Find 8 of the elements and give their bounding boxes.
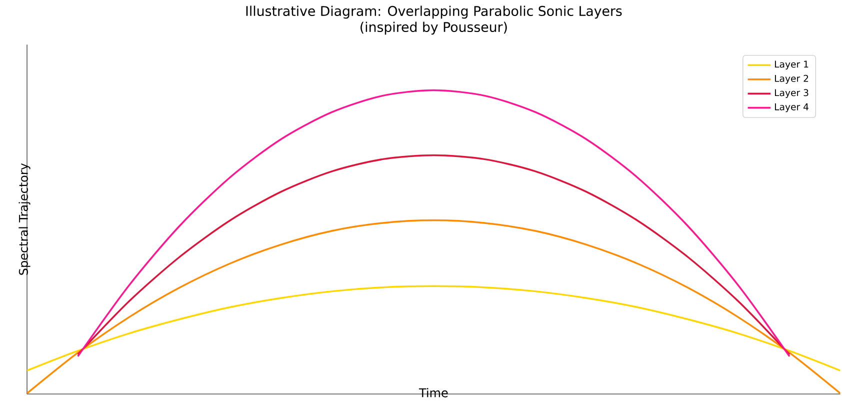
chart-subtitle: (inspired by Pousseur) (360, 22, 507, 35)
legend-label: Layer 4 (774, 103, 808, 112)
y-axis-title: Spectral Trajectory (18, 163, 30, 275)
x-axis-title: Time (418, 388, 448, 398)
chart-title: Illustrative Diagram: Overlapping Parabolic Sonic Layers (246, 6, 622, 19)
legend-label: Layer 1 (774, 60, 808, 70)
legend-label: Layer 3 (774, 89, 808, 98)
legend-label: Layer 2 (774, 74, 808, 84)
